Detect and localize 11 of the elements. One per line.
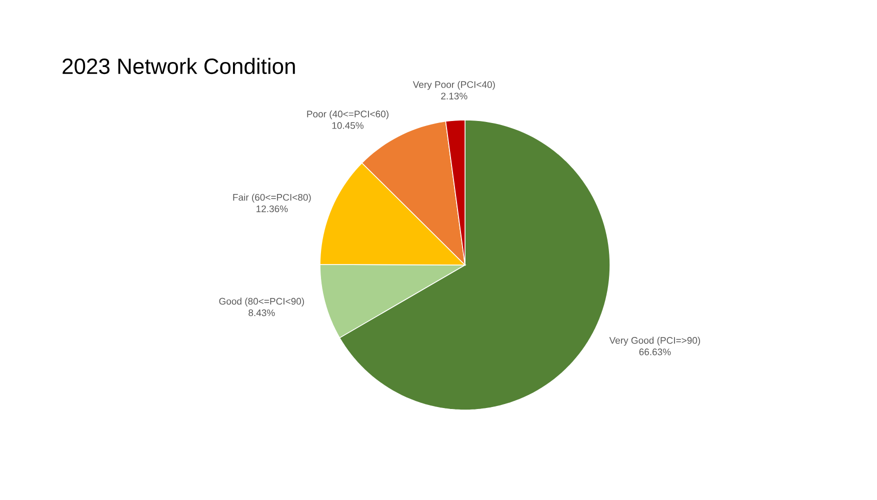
data-label: 66.63% <box>639 348 671 356</box>
slice-label: Very Good (PCI=>90) <box>609 336 700 346</box>
data-label: 8.43% <box>248 309 275 316</box>
data-label: 10.45% <box>332 122 364 129</box>
chart-title: 2023 Network Condition <box>62 58 295 74</box>
slice-label: Poor (40<=PCI<60) <box>307 110 388 120</box>
data-label: 12.36% <box>256 205 288 212</box>
slice-label: Very Poor (PCI<40) <box>412 80 495 90</box>
data-label: 2.13% <box>441 92 468 100</box>
slice-label: Good (80<=PCI<90) <box>219 298 304 307</box>
slice-label: Fair (60<=PCI<80) <box>233 194 311 203</box>
